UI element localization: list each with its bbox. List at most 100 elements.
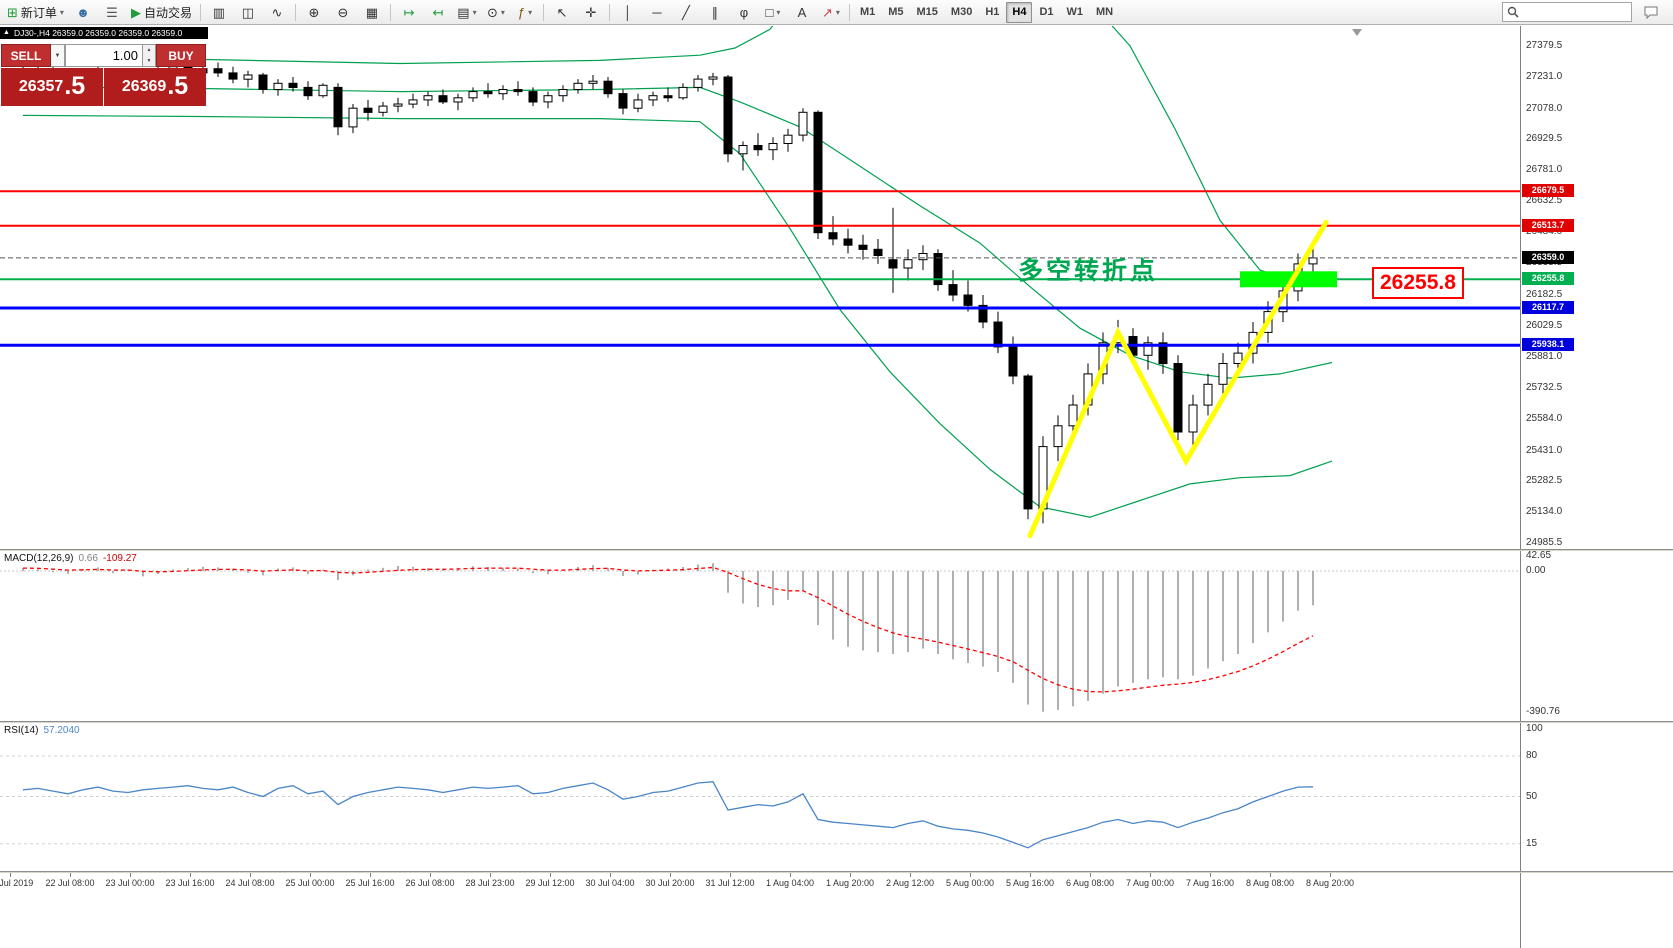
time-tick [1030, 873, 1031, 877]
text-button[interactable]: A [788, 1, 816, 24]
dropdown-caret-icon: ▾ [472, 7, 477, 17]
auto-trading-button[interactable]: ▶ 自动交易 [127, 1, 196, 24]
new-chart-button[interactable]: ▤ ▾ [453, 1, 481, 24]
lot-increment-icon[interactable]: ▲ [146, 47, 152, 54]
lot-decrement-icon[interactable]: ▼ [146, 57, 152, 64]
rsi-chart[interactable] [0, 723, 1520, 871]
period-icon: ⊙ [486, 4, 498, 20]
time-label: 19 Jul 2019 [0, 878, 34, 888]
highlight-zone[interactable] [1240, 271, 1337, 288]
timeframe-h4[interactable]: H4 [1006, 1, 1033, 23]
macd-histogram [22, 563, 1314, 712]
profiles-button[interactable]: ☻ [69, 1, 97, 24]
shapes-button[interactable]: □ ▾ [759, 1, 787, 24]
time-tick [1090, 873, 1091, 877]
time-label: 5 Aug 16:00 [1005, 878, 1055, 888]
toolbar-separator [848, 3, 850, 21]
price-tick: 25431.0 [1526, 444, 1563, 456]
zigzag-annotation[interactable] [1027, 219, 1329, 539]
timeframe-m30[interactable]: M30 [950, 6, 973, 18]
rsi-header: RSI(14) 57.2040 [4, 725, 80, 736]
buy-price-box[interactable]: 26369 .5 [104, 68, 206, 106]
buy-price-fraction: .5 [167, 72, 189, 101]
toolbar-separator [389, 3, 391, 21]
toolbar-separator [199, 3, 201, 21]
tile-windows-button[interactable]: ▦ [358, 1, 386, 24]
time-tick [670, 873, 671, 877]
channel-button[interactable]: ∥ [701, 1, 729, 24]
chart-shift-marker[interactable] [1352, 29, 1362, 36]
zoom-out-button[interactable]: ⊖ [329, 1, 357, 24]
chart-shift-button[interactable]: ↤ [424, 1, 452, 24]
timeframe-m15[interactable]: M15 [916, 6, 938, 18]
lot-dropdown-icon[interactable]: ▼ [51, 44, 65, 67]
timeframe-mn[interactable]: MN [1096, 6, 1114, 18]
time-label: 5 Aug 00:00 [945, 878, 995, 888]
timeframe-toolbar: M1 M5 M15 M30 H1 H4 D1 W1 MN [854, 1, 1119, 23]
turning-point-annotation: 多空转折点 [1018, 257, 1159, 285]
time-axis[interactable]: 19 Jul 2019 22 Jul 08:00 23 Jul 00:00 23 Ju… [0, 873, 1520, 948]
timeframe-m1[interactable]: M1 [859, 6, 876, 18]
time-tick [130, 873, 131, 877]
price-tick: 27379.5 [1526, 40, 1563, 51]
rsi-panel: RSI(14) 57.2040 [0, 723, 1520, 871]
buy-price: 26369 [121, 78, 167, 95]
text-icon: A [797, 4, 807, 20]
bar-chart-button[interactable]: ▥ [205, 1, 233, 24]
zoom-in-button[interactable]: ⊕ [300, 1, 328, 24]
macd-panel: MACD(12,26,9) 0.66 -109.27 [0, 551, 1520, 721]
timeframe-w1[interactable]: W1 [1066, 6, 1084, 18]
price-tick: 27231.0 [1526, 70, 1563, 82]
buy-button[interactable]: BUY [156, 44, 206, 67]
arrow-tool-button[interactable]: ↗ ▾ [817, 1, 845, 24]
candlestick-chart[interactable] [0, 26, 1520, 549]
crosshair-button[interactable]: ✛ [577, 1, 605, 24]
time-label: 1 Aug 20:00 [825, 878, 875, 888]
time-tick [1150, 873, 1151, 877]
symbol-info-bar[interactable]: ▲ DJ30-,H4 26359.0 26359.0 26359.0 26359… [0, 27, 208, 39]
time-tick [490, 873, 491, 877]
market-watch-icon: ☰ [106, 4, 118, 20]
chat-button[interactable] [1637, 1, 1665, 24]
candlestick-chart-button[interactable]: ◫ [234, 1, 262, 24]
price-tick: 25881.0 [1526, 351, 1563, 363]
fibonacci-button[interactable]: φ [730, 1, 758, 24]
toolbar-button-label: 自动交易 [143, 5, 192, 20]
indicators-button[interactable]: ƒ ▾ [511, 1, 539, 24]
horizontal-line-button[interactable]: ─ [643, 1, 671, 24]
trendline-icon: ╱ [682, 4, 690, 20]
lot-stepper[interactable]: ▲ ▼ [143, 44, 156, 67]
time-label: 23 Jul 00:00 [105, 878, 155, 888]
panel-separator[interactable] [0, 721, 1673, 723]
timeframe-d1[interactable]: D1 [1039, 6, 1054, 18]
time-tick [910, 873, 911, 877]
panel-separator[interactable] [0, 871, 1673, 873]
period-button[interactable]: ⊙ ▾ [482, 1, 510, 24]
time-label: 1 Aug 04:00 [765, 878, 815, 888]
new-order-button[interactable]: ⊞ 新订单 ▾ [3, 1, 68, 24]
toolbar-separator [294, 3, 296, 21]
lot-size-input[interactable]: 1.00 [65, 44, 143, 67]
time-label: 25 Jul 16:00 [345, 878, 395, 888]
panel-separator[interactable] [0, 549, 1673, 551]
macd-chart[interactable] [0, 551, 1520, 721]
main-chart-panel: ▲ DJ30-,H4 26359.0 26359.0 26359.0 26359… [0, 26, 1520, 549]
time-label: 6 Aug 08:00 [1065, 878, 1115, 888]
rsi-axis-label: 50 [1526, 790, 1538, 802]
scroll-to-end-button[interactable]: ↦ [395, 1, 423, 24]
search-input[interactable] [1523, 4, 1627, 20]
line-chart-button[interactable]: ∿ [263, 1, 291, 24]
collapse-icon[interactable]: ▲ [3, 29, 10, 36]
dropdown-caret-icon: ▾ [776, 7, 781, 17]
cursor-button[interactable]: ↖ [548, 1, 576, 24]
time-tick [790, 873, 791, 877]
sell-button[interactable]: SELL [1, 44, 51, 67]
price-tag-26513.7: 26513.7 [1522, 218, 1574, 232]
timeframe-h1[interactable]: H1 [985, 6, 1000, 18]
sell-price-box[interactable]: 26357 .5 [1, 68, 103, 106]
timeframe-m5[interactable]: M5 [888, 6, 904, 18]
market-watch-button[interactable]: ☰ [98, 1, 126, 24]
price-axis[interactable]: 27379.5 27231.0 27078.0 26929.5 26781.0 26632… [1520, 26, 1673, 948]
trendline-button[interactable]: ╱ [672, 1, 700, 24]
vertical-line-button[interactable]: │ [614, 1, 642, 24]
